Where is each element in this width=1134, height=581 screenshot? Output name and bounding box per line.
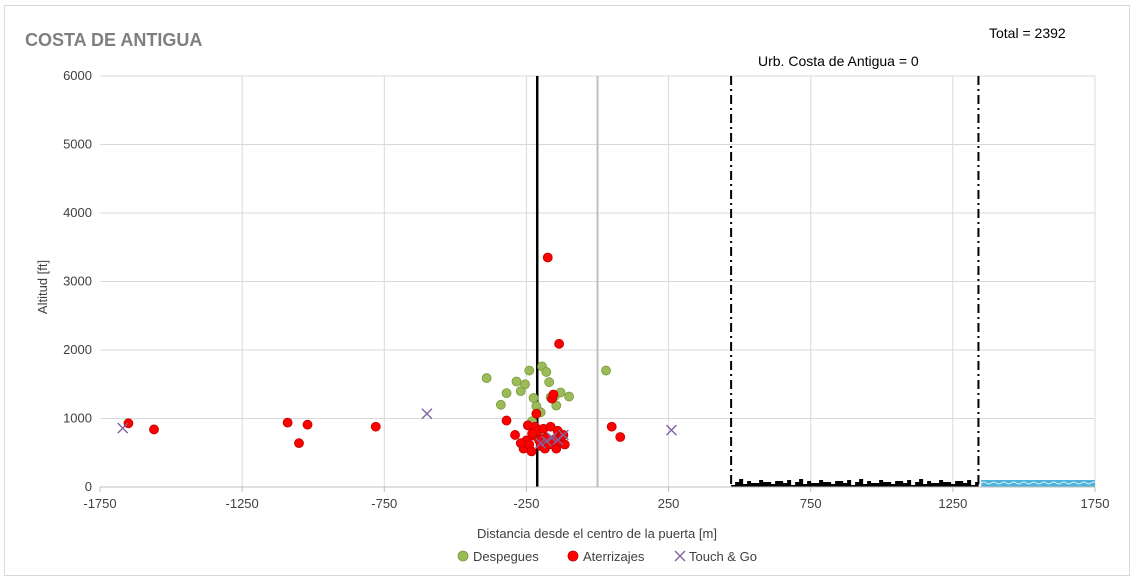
legend-despegues-label: Despegues: [473, 549, 539, 564]
x-tick-label: 1750: [1081, 496, 1110, 511]
y-tick-label: 3000: [63, 274, 92, 289]
touch-go-point: [117, 422, 129, 434]
legend-despegues-marker: [457, 550, 469, 562]
x-tick-label: -1750: [83, 496, 116, 511]
area-count-label: Urb. Costa de Antigua = 0: [758, 53, 919, 69]
y-tick-label: 5000: [63, 137, 92, 152]
despegues-point: [501, 388, 512, 399]
despegues-point: [601, 365, 611, 376]
despegues-point: [524, 365, 535, 376]
touch-go-point: [665, 424, 677, 436]
aterrizajes-point: [559, 439, 570, 450]
y-tick-label: 0: [85, 479, 92, 494]
aterrizajes-point: [282, 417, 293, 428]
despegues-point: [544, 377, 555, 388]
aterrizajes-point: [554, 338, 565, 349]
terrain-layer: [731, 479, 1102, 487]
aterrizajes-point: [548, 389, 559, 400]
touch-go-point: [421, 408, 433, 420]
legend-touchgo-marker: [674, 550, 686, 562]
touch-go-point: [546, 432, 558, 444]
y-tick-label: 1000: [63, 411, 92, 426]
chart-frame: 0 1000 2000 3000 4000 5000 6000 -1750 -1250 -750 -…: [4, 5, 1130, 576]
x-tick-label: -250: [513, 496, 539, 511]
total-label: Total = 2392: [989, 25, 1066, 41]
touch-go-point: [540, 435, 552, 447]
legend-aterrizajes-marker: [567, 550, 579, 562]
x-tick-label: 250: [658, 496, 680, 511]
axes: 0 1000 2000 3000 4000 5000 6000 -1750 -1250 -750 -…: [63, 68, 1109, 511]
aterrizajes-point: [302, 419, 313, 430]
data-points: [117, 252, 677, 457]
aterrizajes-point: [510, 430, 520, 440]
aterrizajes-point: [501, 415, 512, 426]
aterrizajes-point: [531, 408, 542, 419]
legend-aterrizajes-label: Aterrizajes: [583, 549, 645, 564]
land-profile: [731, 479, 980, 487]
touch-go-point: [557, 429, 569, 441]
x-tick-label: -750: [371, 496, 397, 511]
x-tick-label: -1250: [226, 496, 259, 511]
aterrizajes-point: [606, 421, 617, 432]
aterrizajes-point: [515, 438, 526, 449]
chart-title: COSTA DE ANTIGUA: [25, 30, 202, 50]
x-tick-label: 1250: [938, 496, 967, 511]
despegues-point: [541, 367, 552, 377]
despegues-point: [528, 393, 539, 403]
x-tick-label: 750: [800, 496, 822, 511]
water-wave: [981, 481, 1102, 485]
aterrizajes-point: [294, 438, 304, 449]
despegues-point: [495, 399, 506, 410]
aterrizajes-point: [542, 252, 553, 263]
aterrizajes-point: [527, 428, 538, 439]
y-tick-label: 2000: [63, 342, 92, 357]
aterrizajes-point: [370, 421, 381, 432]
y-tick-label: 6000: [63, 68, 92, 83]
despegues-point: [564, 391, 574, 402]
aterrizajes-point: [615, 432, 626, 442]
despegues-point: [520, 379, 530, 390]
water-band: [981, 480, 1095, 487]
x-axis-label: Distancia desde el centro de la puerta […: [477, 526, 717, 541]
touch-go-point: [535, 437, 547, 449]
aterrizajes-point: [149, 424, 159, 435]
scatter-chart: 0 1000 2000 3000 4000 5000 6000 -1750 -1250 -750 -…: [25, 25, 1109, 564]
legend: Despegues Aterrizajes Touch & Go: [457, 549, 757, 564]
y-axis-label: Altitud [ft]: [35, 260, 50, 314]
despegues-point: [481, 373, 492, 383]
aterrizajes-point: [522, 420, 533, 431]
aterrizajes-point: [526, 446, 537, 457]
legend-touchgo-label: Touch & Go: [689, 549, 757, 564]
despegues-point: [511, 376, 522, 387]
y-tick-label: 4000: [63, 205, 92, 220]
